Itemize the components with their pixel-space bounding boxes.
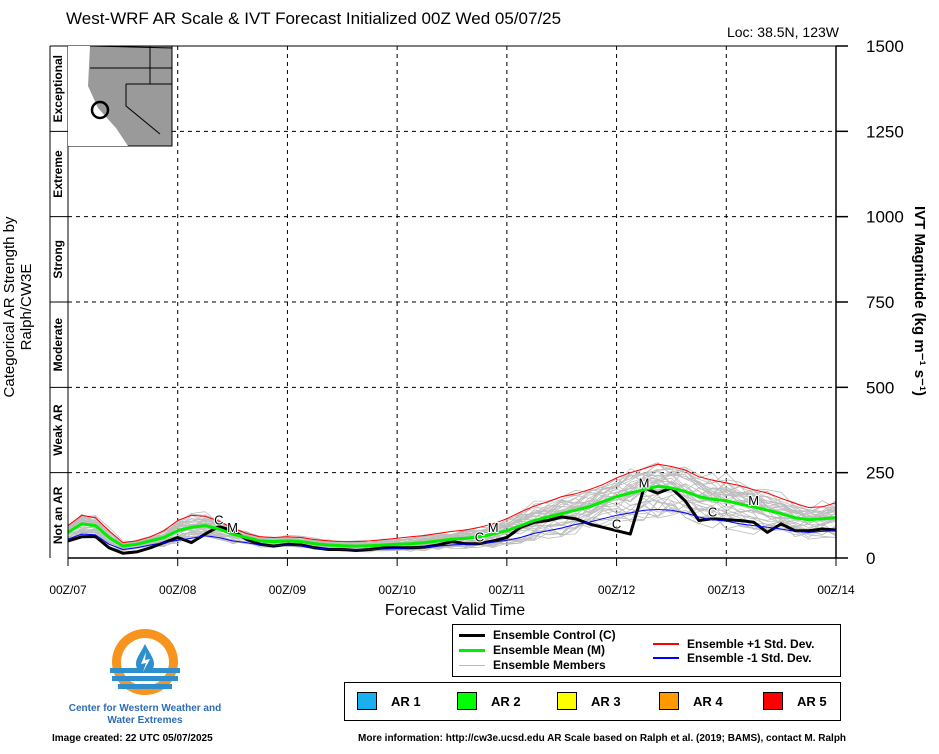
ar-4-label: AR 4 bbox=[693, 693, 723, 709]
legend-mean: Ensemble Mean (M) bbox=[459, 643, 605, 657]
series-line bbox=[67, 509, 837, 551]
left-axis-title: Categorical AR Strength by Ralph/CW3E bbox=[1, 216, 35, 398]
ensemble-member-line bbox=[67, 467, 837, 546]
org-name: Center for Western Weather and Water Ext… bbox=[68, 703, 222, 726]
x-tick-label: 00Z/09 bbox=[269, 583, 307, 597]
map-borders bbox=[89, 45, 173, 135]
category-label: Weak AR bbox=[51, 404, 65, 456]
ar-1-swatch bbox=[357, 692, 377, 710]
chart-title: West-WRF AR Scale & IVT Forecast Initial… bbox=[66, 9, 562, 28]
y-tick-label: 500 bbox=[866, 378, 894, 397]
x-axis-title: Forecast Valid Time bbox=[384, 602, 526, 619]
x-tick-label: 00Z/11 bbox=[489, 583, 526, 597]
category-label: Strong bbox=[51, 240, 65, 279]
ar-2-item: AR 2 bbox=[457, 692, 521, 710]
legend-minus-sd: Ensemble -1 Std. Dev. bbox=[653, 651, 811, 665]
right-axis-title: IVT Magnitude (kg m⁻¹ s⁻¹) bbox=[911, 206, 928, 396]
series-line bbox=[67, 484, 837, 548]
series-line bbox=[67, 463, 837, 544]
x-tick-label: 00Z/14 bbox=[817, 583, 855, 597]
x-tick-label: 00Z/10 bbox=[378, 583, 416, 597]
series-legend: Ensemble Control (C) Ensemble Mean (M) E… bbox=[452, 624, 841, 677]
legend-plus-sd-swatch bbox=[653, 643, 679, 645]
legend-members-swatch bbox=[459, 664, 485, 666]
location-map-inset bbox=[67, 45, 173, 147]
series-marker-label: M bbox=[639, 476, 650, 491]
ar-2-label: AR 2 bbox=[491, 693, 521, 709]
legend-mean-swatch bbox=[459, 648, 485, 652]
ar-5-swatch bbox=[763, 692, 783, 710]
ar-4-item: AR 4 bbox=[659, 692, 723, 710]
legend-control-label: Ensemble Control (C) bbox=[493, 628, 616, 642]
ar-2-swatch bbox=[457, 692, 477, 710]
series-marker-label: M bbox=[488, 520, 499, 535]
legend-plus-sd: Ensemble +1 Std. Dev. bbox=[653, 637, 815, 651]
ensemble-member-line bbox=[67, 493, 837, 550]
y-tick-label: 1250 bbox=[866, 122, 904, 141]
legend-members-label: Ensemble Members bbox=[493, 658, 606, 672]
x-tick-label: 00Z/08 bbox=[159, 583, 197, 597]
ar-3-label: AR 3 bbox=[591, 693, 621, 709]
category-label: Moderate bbox=[51, 318, 65, 372]
x-tick-label: 00Z/07 bbox=[49, 583, 87, 597]
ar-3-item: AR 3 bbox=[557, 692, 621, 710]
y-tick-label: 1000 bbox=[866, 208, 904, 227]
ensemble-member-line bbox=[67, 474, 837, 545]
y-tick-label: 750 bbox=[866, 293, 894, 312]
cw3e-logo bbox=[110, 629, 180, 695]
legend-mean-label: Ensemble Mean (M) bbox=[493, 643, 606, 657]
y-tick-label: 0 bbox=[866, 549, 875, 568]
category-label: Exceptional bbox=[51, 55, 65, 122]
series-marker-label: C bbox=[475, 530, 484, 545]
series-marker-label: M bbox=[748, 493, 759, 508]
legend-control-swatch bbox=[459, 633, 485, 637]
image-created: Image created: 22 UTC 05/07/2025 bbox=[52, 733, 213, 744]
ar-4-swatch bbox=[659, 692, 679, 710]
series-marker-label: C bbox=[214, 513, 223, 528]
legend-members: Ensemble Members bbox=[459, 658, 606, 672]
category-label: Extreme bbox=[51, 150, 65, 198]
ar-5-label: AR 5 bbox=[797, 693, 827, 709]
y-tick-label: 1500 bbox=[866, 37, 904, 56]
legend-minus-sd-swatch bbox=[653, 657, 679, 659]
location-label: Loc: 38.5N, 123W bbox=[726, 24, 839, 40]
location-marker-icon bbox=[90, 100, 110, 120]
series-marker-label: C bbox=[708, 505, 717, 520]
ar-1-item: AR 1 bbox=[357, 692, 421, 710]
more-info: More information: http://cw3e.ucsd.edu A… bbox=[358, 733, 847, 744]
legend-control: Ensemble Control (C) bbox=[459, 628, 616, 642]
category-label: Not an AR bbox=[51, 486, 65, 544]
x-tick-label: 00Z/12 bbox=[598, 583, 636, 597]
ar-scale-legend: AR 1 AR 2 AR 3 AR 4 AR 5 bbox=[344, 682, 841, 721]
ensemble-member-line bbox=[67, 509, 837, 552]
legend-minus-sd-label: Ensemble -1 Std. Dev. bbox=[687, 651, 812, 665]
y-tick-label: 250 bbox=[866, 464, 894, 483]
map-ocean bbox=[68, 46, 128, 146]
series-marker-label: C bbox=[612, 517, 621, 532]
series-marker-label: M bbox=[227, 520, 238, 535]
ar-5-item: AR 5 bbox=[763, 692, 827, 710]
ar-3-swatch bbox=[557, 692, 577, 710]
ar-1-label: AR 1 bbox=[391, 693, 421, 709]
x-tick-label: 00Z/13 bbox=[708, 583, 746, 597]
legend-plus-sd-label: Ensemble +1 Std. Dev. bbox=[687, 637, 815, 651]
